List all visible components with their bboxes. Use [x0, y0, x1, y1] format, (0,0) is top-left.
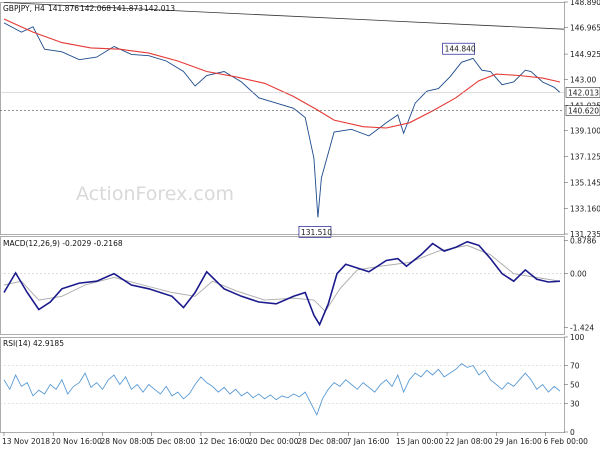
rsi-y-tick-label: 0	[570, 428, 575, 437]
price-panel-frame	[0, 2, 565, 235]
price-y-tick-label: 146.965	[570, 23, 600, 32]
macd-y-tick-label: 0.00	[570, 270, 587, 279]
price-panel-header: GBPJPY, H4	[3, 4, 45, 13]
price-y-tick-label: 144.925	[570, 50, 600, 59]
sma-series-line	[3, 18, 561, 129]
price-callout-box	[298, 226, 332, 238]
support-level-box	[565, 105, 600, 116]
rsi-y-tick-label: 70	[570, 362, 580, 371]
macd-y-tick-label: -1.424	[570, 323, 594, 332]
x-tick-label: 22 Jan 08:00	[445, 437, 493, 446]
price-y-tick-label: 137.125	[570, 153, 600, 162]
watermark: ActionForex.com	[76, 183, 234, 205]
rsi-panel-header: RSI(14) 42.9185	[3, 339, 64, 348]
ohlc-high: 142.068	[80, 4, 111, 13]
rsi-line	[3, 363, 561, 417]
support-level-label: 140.620	[568, 107, 599, 116]
price-y-tick-label: 139.100	[570, 127, 600, 136]
macd-line	[3, 240, 561, 327]
macd-panel: 0.8786 0.00 -1.424	[0, 236, 596, 335]
rsi-y-tick-label: 30	[570, 400, 580, 409]
x-tick-label: 6 Feb 00:00	[544, 437, 589, 446]
price-y-tick-label: 131.235	[570, 230, 600, 239]
price-callout-label: 144.840	[445, 45, 476, 54]
x-tick-label: 20 Nov 16:00	[51, 437, 102, 446]
x-tick-label: 12 Dec 16:00	[199, 437, 250, 446]
price-callout-label: 131.510	[301, 228, 332, 237]
rsi-panel-frame	[0, 337, 565, 433]
trendline	[3, 2, 565, 30]
macd-signal-line	[3, 244, 561, 313]
x-tick-label: 5 Dec 08:00	[150, 437, 196, 446]
x-tick-label: 20 Dec 00:00	[248, 437, 299, 446]
x-tick-label: 7 Jan 16:00	[347, 437, 390, 446]
x-tick-label: 13 Nov 2018	[2, 437, 50, 446]
price-panel: 148.890146.965144.925143.00142.013141.02…	[0, 0, 600, 239]
price-y-tick-label: 133.160	[570, 205, 600, 214]
price-series-line	[3, 22, 561, 218]
macd-panel-frame	[0, 236, 565, 335]
macd-panel-header: MACD(12,26,9) -0.2029 -0.2168	[3, 239, 123, 248]
rsi-y-tick-label: 100	[570, 333, 585, 342]
rsi-panel: 100 70 50 30 0	[0, 333, 585, 437]
price-callout-box	[442, 42, 475, 55]
price-y-tick-label: 135.145	[570, 179, 600, 188]
price-y-tick-label: 143.00	[570, 75, 596, 84]
x-tick-label: 28 Nov 08:00	[100, 437, 151, 446]
current-price-box	[565, 87, 600, 98]
ohlc-close: 142.013	[144, 4, 175, 13]
x-tick-label: 28 Dec 08:00	[297, 437, 348, 446]
macd-y-tick-label: 0.8786	[570, 237, 596, 246]
current-price-label: 142.013	[568, 88, 599, 97]
x-tick-label: 29 Jan 16:00	[494, 437, 542, 446]
rsi-y-tick-label: 50	[570, 381, 580, 390]
ohlc-open: 141.876	[48, 4, 79, 13]
price-y-tick-label: 148.890	[570, 0, 600, 7]
ohlc-low: 141.873	[112, 4, 143, 13]
x-tick-label: 15 Jan 00:00	[396, 437, 444, 446]
